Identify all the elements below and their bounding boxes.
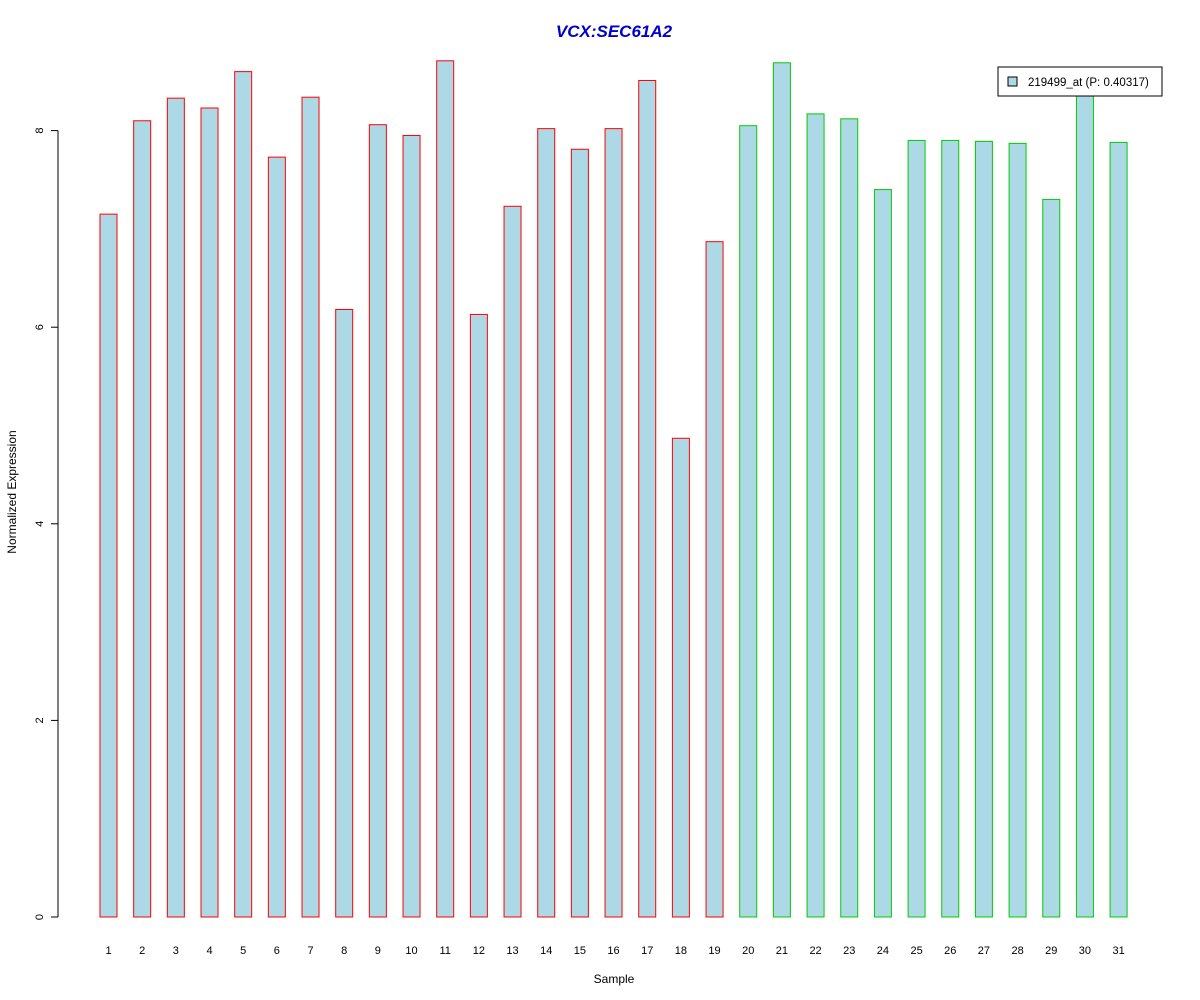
- x-tick-label: 6: [274, 945, 280, 957]
- bar-sample-10: [402, 135, 421, 918]
- bar-sample-15: [570, 148, 589, 918]
- legend-box: [997, 66, 1163, 97]
- bar-sample-8: [335, 309, 354, 918]
- bar-sample-9: [368, 124, 387, 918]
- bar-sample-1: [99, 213, 118, 918]
- x-tick-label: 29: [1045, 945, 1057, 957]
- bar-sample-13: [503, 205, 522, 918]
- x-tick-label: 31: [1112, 945, 1124, 957]
- x-tick-label: 13: [506, 945, 518, 957]
- bar-sample-30: [1075, 90, 1094, 918]
- x-tick-label: 25: [910, 945, 922, 957]
- bar-sample-20: [739, 125, 758, 918]
- y-axis: 0 2 4 6 8: [34, 128, 59, 920]
- x-tick-label: 12: [473, 945, 485, 957]
- x-tick-label: 5: [240, 945, 246, 957]
- y-tick-label: 6: [34, 324, 46, 330]
- bar-sample-18: [671, 437, 690, 918]
- x-tick-labels: 1 2 3 4 5 6 7 8 9 10 11 12 13 14 15 16 17 18 19 20 21 22 23 24 2…: [105, 945, 1124, 957]
- bar-sample-31: [1109, 141, 1128, 918]
- x-tick-label: 14: [540, 945, 552, 957]
- x-tick-label: 18: [675, 945, 687, 957]
- x-tick-label: 24: [877, 945, 889, 957]
- bars-group: [99, 60, 1128, 918]
- bar-sample-29: [1042, 198, 1061, 918]
- bar-sample-16: [604, 128, 623, 918]
- bar-sample-26: [941, 139, 960, 918]
- x-tick-label: 7: [307, 945, 313, 957]
- legend: 219499_at (P: 0.40317): [997, 66, 1163, 97]
- x-tick-label: 21: [776, 945, 788, 957]
- x-axis-label: Sample: [594, 972, 635, 986]
- x-tick-label: 4: [206, 945, 212, 957]
- y-tick-label: 8: [34, 128, 46, 134]
- x-tick-label: 28: [1011, 945, 1023, 957]
- y-tick-label: 0: [34, 914, 46, 920]
- bar-sample-11: [436, 60, 455, 918]
- x-tick-label: 1: [105, 945, 111, 957]
- chart-title: VCX:SEC61A2: [556, 22, 673, 41]
- bar-sample-17: [638, 79, 657, 918]
- bar-sample-4: [200, 107, 219, 918]
- bar-sample-3: [166, 97, 185, 918]
- x-tick-label: 17: [641, 945, 653, 957]
- x-tick-label: 23: [843, 945, 855, 957]
- bar-sample-12: [469, 313, 488, 918]
- x-tick-label: 15: [574, 945, 586, 957]
- bar-sample-28: [1008, 142, 1027, 918]
- legend-label: 219499_at (P: 0.40317): [1028, 77, 1149, 89]
- x-tick-label: 3: [173, 945, 179, 957]
- x-tick-label: 30: [1079, 945, 1091, 957]
- x-tick-label: 27: [978, 945, 990, 957]
- x-tick-label: 16: [607, 945, 619, 957]
- bar-sample-6: [267, 156, 286, 918]
- bar-sample-19: [705, 241, 724, 918]
- x-tick-label: 2: [139, 945, 145, 957]
- bar-sample-27: [974, 140, 993, 918]
- bar-sample-5: [234, 71, 253, 918]
- bar-sample-24: [873, 189, 892, 918]
- bar-sample-22: [806, 113, 825, 918]
- bar-sample-2: [133, 120, 152, 918]
- x-tick-label: 20: [742, 945, 754, 957]
- x-tick-label: 10: [405, 945, 417, 957]
- legend-swatch: [1007, 76, 1018, 87]
- x-tick-label: 19: [708, 945, 720, 957]
- x-tick-label: 22: [809, 945, 821, 957]
- y-axis-label: Normalized Expression: [5, 430, 19, 553]
- bar-sample-25: [907, 139, 926, 918]
- x-tick-label: 11: [439, 945, 450, 957]
- bar-sample-21: [772, 62, 791, 918]
- x-tick-label: 26: [944, 945, 956, 957]
- y-tick-label: 4: [34, 521, 46, 527]
- y-tick-label: 2: [34, 717, 46, 723]
- bar-sample-14: [537, 128, 556, 918]
- x-tick-label: 8: [341, 945, 347, 957]
- bar-sample-23: [840, 118, 859, 918]
- x-tick-label: 9: [375, 945, 381, 957]
- bar-sample-7: [301, 96, 320, 918]
